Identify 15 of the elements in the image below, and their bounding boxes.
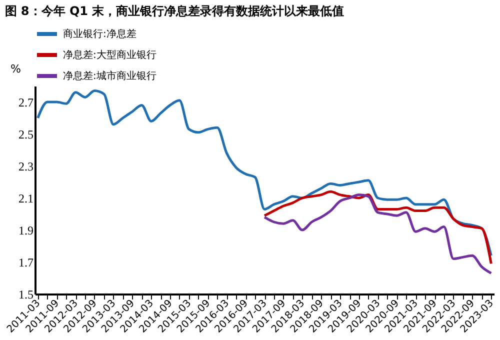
y-tick-label: 1.9 [18,224,34,238]
chart-title: 图 8：今年 Q1 末，商业银行净息差录得有数据统计以来最低值 [4,4,344,18]
y-axis-title: % [10,62,21,76]
legend-label: 净息差:城市商业银行 [63,70,156,82]
y-tick-label: 2.3 [18,160,34,174]
y-tick-label: 2.7 [18,96,34,110]
y-tick-label: 1.7 [18,256,34,270]
line-series [263,194,492,274]
legend-label: 商业银行:净息差 [63,28,136,40]
y-tick-label: 2.1 [18,192,34,206]
y-tick-label: 2.5 [18,128,34,142]
line-series [36,90,492,257]
line-series [263,190,492,265]
legend-label: 净息差:大型商业银行 [63,49,156,61]
y-tick-label: 1.5 [18,288,34,302]
